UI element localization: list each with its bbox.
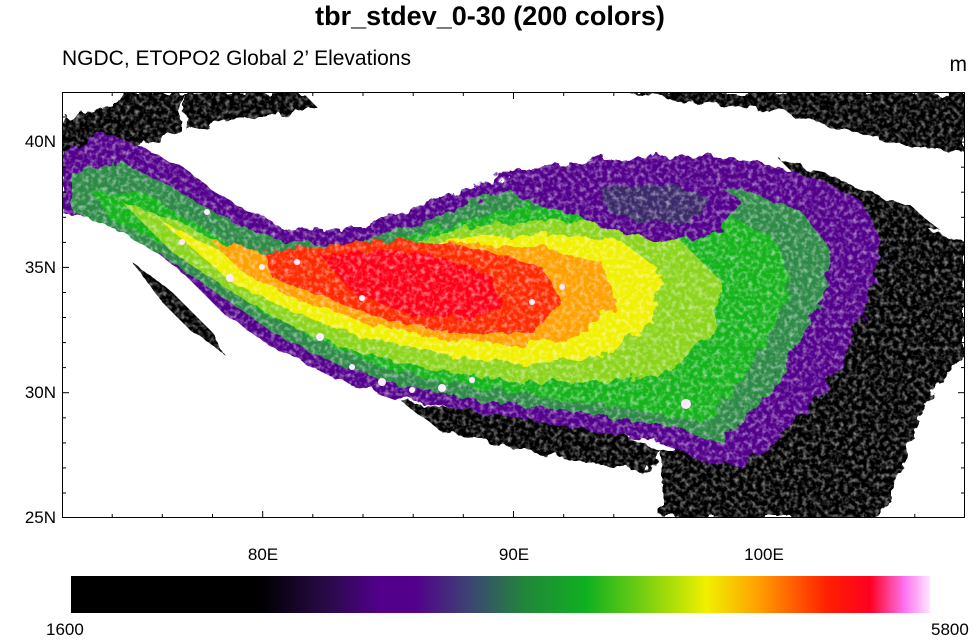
lat-label-25n: 25N: [24, 508, 56, 527]
colorbar-min-label: 1600: [46, 620, 84, 639]
elevation-map: [62, 92, 965, 518]
lat-label-35n: 35N: [24, 258, 56, 277]
colorbar-max-label: 5800: [931, 620, 969, 639]
lat-label-40n: 40N: [24, 132, 56, 151]
lon-major-ticks: [262, 92, 765, 518]
lon-label-90e: 90E: [498, 545, 530, 564]
lat-major-ticks: [62, 141, 965, 394]
units-label: m: [949, 53, 968, 76]
data-source-label: NGDC, ETOPO2 Global 2’ Elevations: [62, 47, 411, 70]
minor-ticks: [62, 92, 965, 518]
colorbar: [71, 576, 930, 613]
chart-title: tbr_stdev_0-30 (200 colors): [315, 1, 665, 31]
lon-label-100e: 100E: [744, 545, 784, 564]
lon-label-80e: 80E: [247, 545, 279, 564]
lat-label-30n: 30N: [24, 383, 56, 402]
